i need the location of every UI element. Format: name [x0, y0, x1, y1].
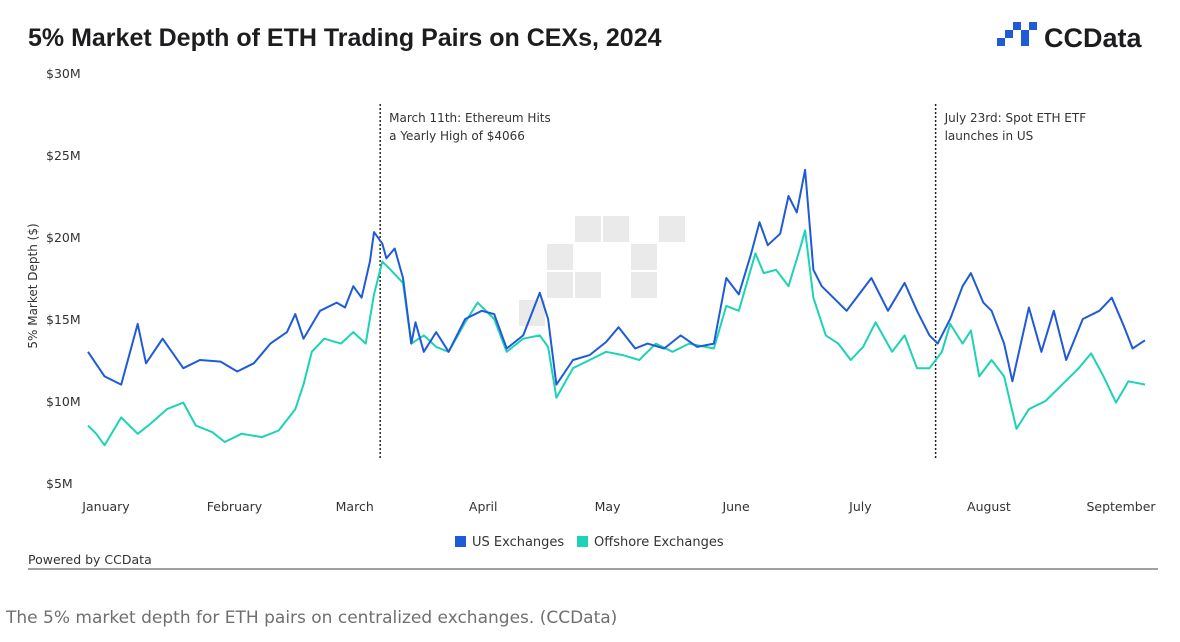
x-axis: January February March April May June July Augu… — [81, 499, 1156, 514]
y-axis: $30M $25M $20M $15M $10M $5M — [46, 66, 81, 491]
ccdata-logo-icon — [997, 22, 1037, 46]
figure-caption: The 5% market depth for ETH pairs on cen… — [6, 608, 618, 628]
annotation-text: March 11th: Ethereum Hits — [389, 111, 551, 125]
x-tick-label: June — [721, 499, 750, 514]
y-tick-label: $5M — [46, 476, 73, 491]
x-tick-label: August — [967, 499, 1011, 514]
x-tick-label: May — [595, 499, 621, 514]
y-tick-label: $10M — [46, 394, 81, 409]
y-tick-label: $30M — [46, 66, 81, 81]
x-tick-label: July — [848, 499, 872, 514]
footer-credit: Powered by CCData — [28, 552, 152, 567]
annotation-text: a Yearly High of $4066 — [389, 129, 525, 143]
chart-card: 5% Market Depth of ETH Trading Pairs on … — [26, 22, 1158, 570]
chart-svg: 5% Market Depth of ETH Trading Pairs on … — [26, 22, 1158, 570]
series-line — [87, 229, 1146, 447]
annotations: March 11th: Ethereum Hits a Yearly High o… — [379, 104, 1087, 458]
y-tick-label: $20M — [46, 230, 81, 245]
annotation-text: July 23rd: Spot ETH ETF — [944, 111, 1087, 125]
legend-label: Offshore Exchanges — [594, 535, 724, 550]
series-lines — [87, 168, 1146, 447]
y-tick-label: $15M — [46, 312, 81, 327]
brand-logo: CCData — [997, 22, 1143, 53]
x-tick-label: April — [469, 499, 498, 514]
annotation-text: launches in US — [945, 129, 1034, 143]
legend-swatch — [577, 536, 588, 547]
legend-label: US Exchanges — [472, 535, 564, 550]
series-line — [87, 168, 1146, 386]
legend: US Exchanges Offshore Exchanges — [455, 535, 724, 550]
x-tick-label: September — [1086, 499, 1156, 514]
x-tick-label: January — [81, 499, 130, 514]
x-tick-label: February — [207, 499, 263, 514]
brand-name: CCData — [1044, 23, 1143, 53]
legend-swatch — [455, 536, 466, 547]
chart-title: 5% Market Depth of ETH Trading Pairs on … — [28, 24, 662, 52]
y-axis-title: 5% Market Depth ($) — [26, 223, 40, 348]
x-tick-label: March — [336, 499, 374, 514]
y-tick-label: $25M — [46, 148, 81, 163]
watermark-logo — [519, 216, 685, 326]
